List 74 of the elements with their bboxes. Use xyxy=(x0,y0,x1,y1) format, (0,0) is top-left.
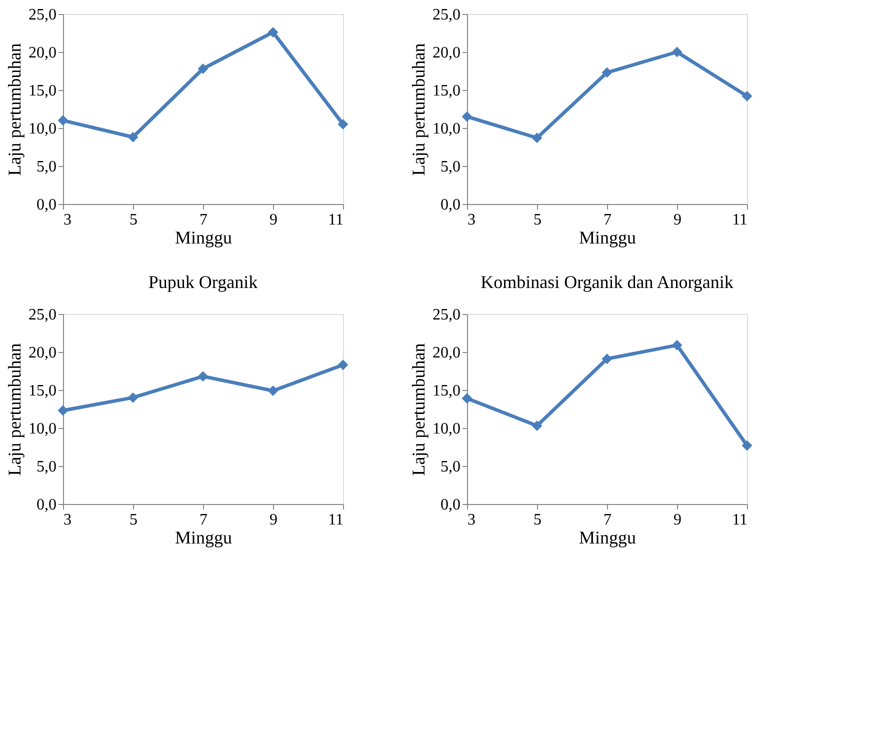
y-tick-label: 5,0 xyxy=(36,158,56,176)
y-tick-label: 15,0 xyxy=(28,382,56,400)
x-tick-label: 9 xyxy=(270,212,278,228)
y-tick-label: 10,0 xyxy=(432,420,460,438)
x-axis-title: Minggu xyxy=(578,528,636,548)
x-tick-label: 7 xyxy=(200,212,208,228)
y-axis-title: Laju pertumbuhan xyxy=(408,43,428,176)
x-axis-title: Minggu xyxy=(578,228,636,248)
x-tick-label: 7 xyxy=(604,512,612,528)
y-tick-label: 25,0 xyxy=(432,6,460,24)
point xyxy=(672,340,682,350)
point xyxy=(338,360,348,370)
point xyxy=(602,354,612,364)
chart-title: Kombinasi Organik dan Anorganik xyxy=(480,272,734,292)
x-tick-label: 3 xyxy=(468,212,476,228)
y-tick-label: 15,0 xyxy=(432,382,460,400)
x-tick-label: 3 xyxy=(64,512,72,528)
x-tick-label: 7 xyxy=(604,212,612,228)
y-tick-label: 10,0 xyxy=(28,120,56,138)
point xyxy=(602,67,612,78)
chart-title: Pupuk Organik xyxy=(148,272,258,292)
y-axis-title: Laju pertumbuhan xyxy=(4,343,24,476)
point xyxy=(128,132,138,142)
y-tick-label: 15,0 xyxy=(28,82,56,100)
point xyxy=(462,393,472,404)
y-tick-label: 10,0 xyxy=(432,120,460,138)
point xyxy=(58,115,68,126)
y-tick-label: 25,0 xyxy=(28,6,56,24)
x-tick-label: 5 xyxy=(130,212,138,228)
y-tick-label: 5,0 xyxy=(440,158,460,176)
y-tick-label: 10,0 xyxy=(28,420,56,438)
x-tick-label: 11 xyxy=(732,212,748,228)
x-tick-label: 5 xyxy=(130,512,138,528)
y-tick-label: 0,0 xyxy=(36,196,56,214)
point xyxy=(58,405,68,416)
point xyxy=(268,386,278,396)
y-tick-label: 20,0 xyxy=(432,344,460,362)
x-tick-label: 11 xyxy=(732,512,748,528)
point xyxy=(532,132,542,144)
x-tick-label: 5 xyxy=(534,212,542,228)
y-tick-label: 25,0 xyxy=(432,306,460,324)
y-tick-label: 20,0 xyxy=(432,44,460,62)
y-tick-label: 25,0 xyxy=(28,306,56,324)
x-tick-label: 7 xyxy=(200,512,208,528)
y-tick-label: 5,0 xyxy=(36,458,56,476)
y-tick-label: 5,0 xyxy=(440,458,460,476)
y-tick-label: 0,0 xyxy=(440,196,460,214)
x-tick-label: 11 xyxy=(328,212,344,228)
x-tick-label: 9 xyxy=(674,212,682,228)
point xyxy=(128,392,138,403)
point xyxy=(198,63,208,74)
y-axis-title: Laju pertumbuhan xyxy=(408,343,428,476)
x-tick-label: 3 xyxy=(64,212,72,228)
y-tick-label: 20,0 xyxy=(28,44,56,62)
y-tick-label: 15,0 xyxy=(432,82,460,100)
y-axis-title: Laju pertumbuhan xyxy=(4,43,24,176)
x-tick-label: 9 xyxy=(270,512,278,528)
y-tick-label: 0,0 xyxy=(36,496,56,514)
x-tick-label: 3 xyxy=(468,512,476,528)
x-axis-title: Minggu xyxy=(174,528,232,548)
point xyxy=(462,111,472,122)
x-tick-label: 5 xyxy=(534,512,542,528)
point xyxy=(532,420,542,431)
y-tick-label: 0,0 xyxy=(440,496,460,514)
x-axis-title: Minggu xyxy=(174,228,232,248)
x-tick-label: 9 xyxy=(674,512,682,528)
point xyxy=(338,118,348,130)
point xyxy=(198,371,208,382)
point xyxy=(268,26,278,38)
point xyxy=(672,46,682,58)
y-tick-label: 20,0 xyxy=(28,344,56,362)
point xyxy=(742,90,752,102)
point xyxy=(742,440,752,451)
x-tick-label: 11 xyxy=(328,512,344,528)
